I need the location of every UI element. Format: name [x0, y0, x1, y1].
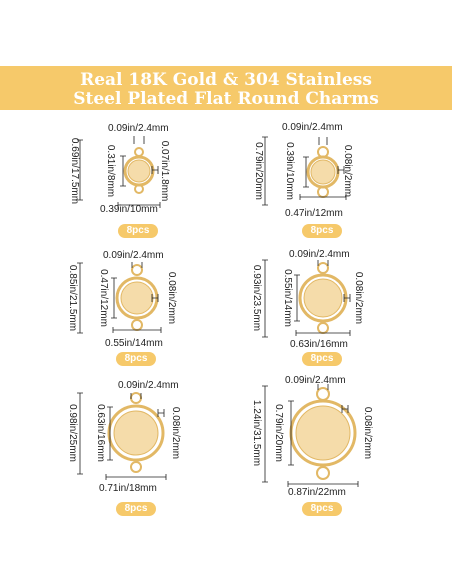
dimension-lines-4	[262, 259, 351, 338]
item-6-top-label: 0.09in/2.4mm	[285, 375, 346, 386]
item-1-tray-label: 0.31in/8mm	[105, 144, 116, 198]
item-3-thick-label: 0.08in/2mm	[166, 271, 177, 325]
item-6-height-label: 1.24in/31.5mm	[251, 399, 262, 467]
item-1-quantity-badge: 8pcs	[118, 224, 158, 238]
item-3-tray-label: 0.47in/12mm	[98, 269, 109, 327]
item-5-height-label: 0.98in/25mm	[67, 404, 78, 462]
item-6-tray-label: 0.79in/20mm	[273, 404, 284, 462]
item-5-width-label: 0.71in/18mm	[99, 483, 157, 494]
charm-6	[289, 387, 357, 480]
item-6-width-label: 0.87in/22mm	[288, 487, 346, 498]
item-2-height-label: 0.79in/20mm	[253, 142, 264, 200]
item-1-top-label: 0.09in/2.4mm	[108, 123, 169, 134]
item-1-thick-label: 0.07in/1.8mm	[159, 140, 170, 202]
dimension-lines-1	[77, 136, 161, 208]
item-3-top-label: 0.09in/2.4mm	[103, 250, 164, 261]
item-2-top-label: 0.09in/2.4mm	[282, 122, 343, 133]
item-6-quantity-badge: 8pcs	[302, 502, 342, 516]
dimension-lines-6	[262, 384, 359, 487]
item-2-width-label: 0.47in/12mm	[285, 208, 343, 219]
title-line-2: Steel Plated Flat Round Charms	[73, 89, 379, 109]
item-4-quantity-badge: 8pcs	[302, 352, 342, 366]
item-1-width-label: 0.39in/10mm	[100, 204, 158, 215]
item-4-height-label: 0.93in/23.5mm	[251, 264, 262, 332]
item-4-top-label: 0.09in/2.4mm	[289, 249, 350, 260]
dimension-lines-2	[262, 136, 347, 206]
item-5-quantity-badge: 8pcs	[116, 502, 156, 516]
item-2-tray-label: 0.39in/10mm	[284, 142, 295, 200]
item-4-thick-label: 0.08in/2mm	[353, 271, 364, 325]
item-4-tray-label: 0.55in/14mm	[282, 269, 293, 327]
item-4-width-label: 0.63in/16mm	[290, 339, 348, 350]
title-banner: Real 18K Gold & 304 Stainless Steel Plat…	[0, 66, 452, 110]
charm-4	[298, 262, 348, 334]
charm-5	[107, 392, 165, 473]
item-5-tray-label: 0.63in/16mm	[95, 404, 106, 462]
item-3-quantity-badge: 8pcs	[116, 352, 156, 366]
item-6-thick-label: 0.08in/2mm	[362, 406, 373, 460]
dimension-lines-5	[77, 392, 167, 480]
item-1-height-label: 0.69in/17.5mm	[69, 137, 80, 205]
item-5-thick-label: 0.08in/2mm	[170, 406, 181, 460]
charm-2	[306, 146, 340, 198]
item-3-width-label: 0.55in/14mm	[105, 338, 163, 349]
title-line-1: Real 18K Gold & 304 Stainless	[80, 70, 372, 90]
dimension-lines-3	[77, 262, 162, 334]
item-3-height-label: 0.85in/21.5mm	[67, 264, 78, 332]
charm-3	[115, 264, 159, 331]
item-2-thick-label: 0.08in/2mm	[342, 144, 353, 198]
item-5-top-label: 0.09in/2.4mm	[118, 380, 179, 391]
charm-1	[123, 147, 155, 194]
item-2-quantity-badge: 8pcs	[302, 224, 342, 238]
